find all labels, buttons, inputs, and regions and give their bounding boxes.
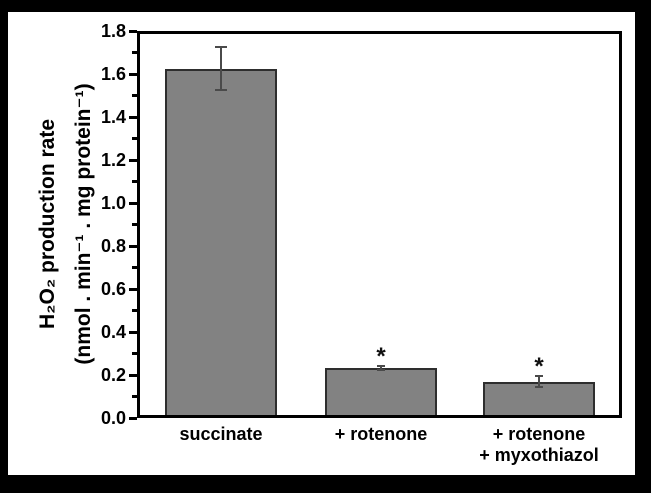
y-minor-tick xyxy=(132,137,137,140)
y-major-tick xyxy=(129,201,137,205)
x-category-label-line: + rotenone xyxy=(492,424,586,444)
x-category-label-line: succinate xyxy=(179,424,263,444)
x-category-label-line: + myxothiazol xyxy=(479,445,599,465)
y-minor-tick xyxy=(132,51,137,54)
y-minor-tick xyxy=(132,395,137,398)
y-tick-label: 1.4 xyxy=(100,107,126,127)
x-category-label-2: + rotenone xyxy=(291,424,471,445)
y-major-tick xyxy=(129,416,137,420)
error-bar-line xyxy=(538,376,540,388)
y-minor-tick xyxy=(132,266,137,269)
error-bar-cap xyxy=(377,364,385,367)
error-bar-cap xyxy=(535,375,543,378)
y-major-tick xyxy=(129,29,137,33)
significance-asterisk: * xyxy=(376,342,386,370)
y-tick-label: 1.0 xyxy=(100,193,126,213)
y-minor-tick xyxy=(132,352,137,355)
error-bar-cap xyxy=(215,89,227,92)
bar-2 xyxy=(325,367,437,415)
error-bar-line xyxy=(380,365,382,370)
error-bar-line xyxy=(220,47,222,91)
y-major-tick xyxy=(129,115,137,119)
y-minor-tick xyxy=(132,309,137,312)
y-tick-label: 1.2 xyxy=(100,150,126,170)
y-tick-label: 1.6 xyxy=(100,64,126,84)
plot-area: * * xyxy=(137,31,622,418)
bar-1 xyxy=(165,68,277,415)
y-major-tick xyxy=(129,330,137,334)
y-major-tick xyxy=(129,244,137,248)
y-major-tick xyxy=(129,158,137,162)
y-minor-tick xyxy=(132,94,137,97)
y-tick-label: 0.2 xyxy=(100,365,126,385)
y-major-tick xyxy=(129,287,137,291)
error-bar-cap xyxy=(535,386,543,389)
y-axis-title-line-1: H₂O₂ production rate xyxy=(36,119,59,329)
y-minor-tick xyxy=(132,223,137,226)
significance-asterisk: * xyxy=(534,353,544,381)
y-minor-tick xyxy=(132,180,137,183)
y-tick-label: 1.8 xyxy=(100,21,126,41)
y-tick-label: 0.0 xyxy=(100,408,126,428)
chart-panel: H₂O₂ production rate (nmol . min⁻¹ . mg … xyxy=(8,12,635,475)
x-category-label-line: + rotenone xyxy=(334,424,428,444)
error-bar-cap xyxy=(377,368,385,371)
y-tick-label: 0.6 xyxy=(100,279,126,299)
y-tick-label: 0.8 xyxy=(100,236,126,256)
y-major-tick xyxy=(129,72,137,76)
y-tick-label: 0.4 xyxy=(100,322,126,342)
x-category-label-3: + rotenone + myxothiazol xyxy=(449,424,629,466)
y-major-tick xyxy=(129,373,137,377)
x-category-label-1: succinate xyxy=(131,424,311,445)
error-bar-cap xyxy=(215,46,227,49)
